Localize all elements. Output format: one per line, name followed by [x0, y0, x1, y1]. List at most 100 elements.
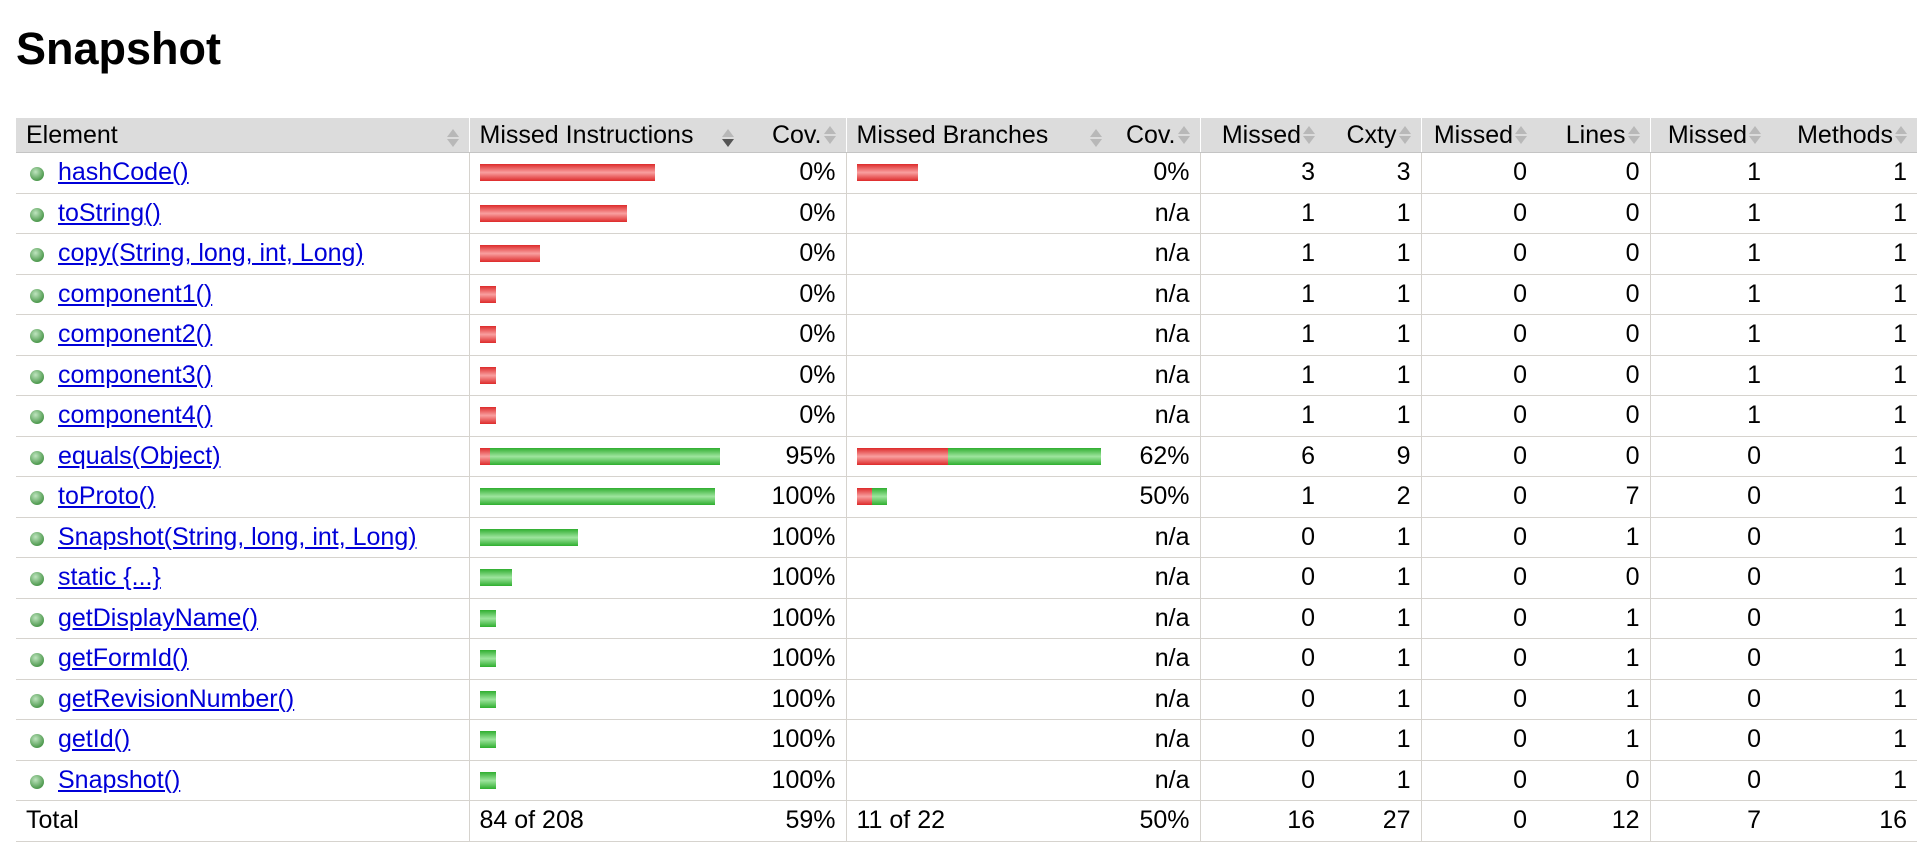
- element-link[interactable]: component2(): [58, 320, 213, 349]
- missed-cxty: 6: [1199, 436, 1325, 477]
- branches-coverage: n/a: [1112, 517, 1200, 558]
- coverage-bar: [479, 163, 735, 183]
- methods: 1: [1771, 314, 1917, 356]
- method-icon: [30, 653, 44, 668]
- table-row: hashCode() 0% 0% 3 3 0 0 1 1: [16, 152, 1917, 194]
- lines: 0: [1537, 233, 1650, 275]
- method-icon: [30, 491, 44, 506]
- element-cell: component1(): [16, 274, 469, 315]
- lines: 1: [1537, 517, 1650, 558]
- column-header[interactable]: Element: [16, 118, 469, 153]
- sort-icon: [446, 128, 459, 148]
- instructions-bar-cell: [468, 395, 744, 437]
- missed-lines: 0: [1420, 314, 1537, 356]
- table-body: hashCode() 0% 0% 3 3 0 0 1 1 toString() 0% n/a 1 1 0 0 1…: [16, 152, 1917, 801]
- column-header[interactable]: Cov.: [744, 118, 846, 153]
- methods: 1: [1771, 233, 1917, 275]
- missed-lines: 0: [1420, 719, 1537, 761]
- branches-coverage: n/a: [1112, 638, 1200, 680]
- element-link[interactable]: copy(String, long, int, Long): [58, 239, 364, 268]
- column-header[interactable]: Lines: [1537, 118, 1650, 153]
- column-header[interactable]: Missed Branches: [845, 118, 1112, 153]
- covered-bar: [479, 650, 496, 668]
- branches-bar-cell: [845, 436, 1112, 477]
- covered-bar: [948, 447, 1101, 465]
- element-link[interactable]: component1(): [58, 279, 213, 308]
- total-branches-coverage: 50%: [1112, 800, 1200, 842]
- covered-bar: [479, 731, 496, 749]
- total-row: Total 84 of 208 59% 11 of 22 50% 16 27 0 12 7 16: [16, 800, 1917, 842]
- missed-lines: 0: [1420, 598, 1537, 639]
- cxty: 1: [1325, 598, 1421, 639]
- missed-cxty: 1: [1199, 193, 1325, 234]
- column-header[interactable]: Cov.: [1112, 118, 1200, 153]
- missed-methods: 0: [1649, 638, 1771, 680]
- column-header[interactable]: Methods: [1771, 118, 1917, 153]
- missed-methods: 0: [1649, 719, 1771, 761]
- methods: 1: [1771, 719, 1917, 761]
- header-text: Lines: [1565, 120, 1626, 149]
- missed-cxty: 0: [1199, 557, 1325, 599]
- cxty: 1: [1325, 517, 1421, 558]
- element-link[interactable]: component3(): [58, 360, 213, 389]
- element-link[interactable]: getDisplayName(): [58, 603, 259, 632]
- element-link[interactable]: static {...}: [58, 563, 161, 592]
- table-row: equals(Object) 95% 62% 6 9 0 0 0 1: [16, 436, 1917, 477]
- element-link[interactable]: equals(Object): [58, 441, 221, 470]
- table-row: getFormId() 100% n/a 0 1 0 1 0 1: [16, 638, 1917, 680]
- branches-bar-cell: [845, 598, 1112, 639]
- methods: 1: [1771, 679, 1917, 720]
- missed-cxty: 0: [1199, 719, 1325, 761]
- header-text: Cov.: [771, 120, 822, 149]
- header-text: Cov.: [1125, 120, 1176, 149]
- column-header[interactable]: Missed Instructions: [468, 118, 744, 153]
- missed-lines: 0: [1420, 233, 1537, 275]
- missed-bar: [479, 245, 540, 263]
- instructions-coverage: 100%: [744, 679, 846, 720]
- column-header[interactable]: Missed: [1649, 118, 1771, 153]
- column-header[interactable]: Missed: [1199, 118, 1325, 153]
- missed-bar: [479, 164, 655, 182]
- instructions-bar-cell: [468, 557, 744, 599]
- element-cell: hashCode(): [16, 152, 469, 194]
- coverage-bar: [479, 406, 735, 426]
- missed-methods: 1: [1649, 193, 1771, 234]
- missed-bar: [479, 204, 628, 222]
- table-row: getRevisionNumber() 100% n/a 0 1 0 1 0 1: [16, 679, 1917, 720]
- missed-methods: 0: [1649, 679, 1771, 720]
- element-link[interactable]: toProto(): [58, 482, 156, 511]
- missed-bar: [856, 488, 872, 506]
- coverage-bar: [479, 284, 735, 304]
- table-row: Snapshot() 100% n/a 0 1 0 0 0 1: [16, 760, 1917, 801]
- missed-cxty: 1: [1199, 233, 1325, 275]
- coverage-bar: [856, 446, 1103, 466]
- method-icon: [30, 369, 44, 384]
- element-link[interactable]: toString(): [58, 198, 161, 227]
- header-text: Missed Branches: [856, 120, 1049, 149]
- instructions-bar-cell: [468, 476, 744, 518]
- missed-lines: 0: [1420, 760, 1537, 801]
- element-link[interactable]: getFormId(): [58, 644, 189, 673]
- coverage-bar: [479, 527, 735, 547]
- column-header[interactable]: Missed: [1420, 118, 1537, 153]
- missed-lines: 0: [1420, 679, 1537, 720]
- instructions-bar-cell: [468, 719, 744, 761]
- element-link[interactable]: hashCode(): [58, 158, 189, 187]
- branches-bar-cell: [845, 193, 1112, 234]
- element-link[interactable]: Snapshot(String, long, int, Long): [58, 522, 417, 551]
- element-link[interactable]: getId(): [58, 725, 131, 754]
- instructions-bar-cell: [468, 517, 744, 558]
- element-link[interactable]: component4(): [58, 401, 213, 430]
- methods: 1: [1771, 517, 1917, 558]
- header-text: Cxty: [1346, 120, 1397, 149]
- covered-bar: [479, 528, 579, 546]
- column-header[interactable]: Cxty: [1325, 118, 1421, 153]
- instructions-bar-cell: [468, 233, 744, 275]
- missed-lines: 0: [1420, 152, 1537, 194]
- element-link[interactable]: getRevisionNumber(): [58, 684, 295, 713]
- missed-cxty: 1: [1199, 476, 1325, 518]
- element-link[interactable]: Snapshot(): [58, 765, 181, 794]
- sort-icon: [823, 125, 836, 145]
